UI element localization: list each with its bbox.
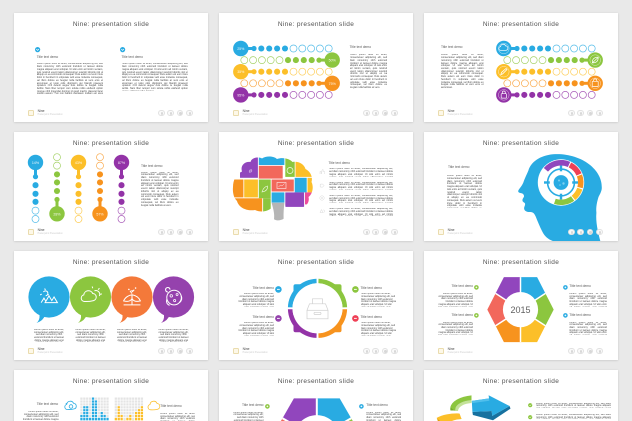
svg-text:28%: 28%: [53, 212, 61, 216]
svg-text:#: #: [249, 169, 253, 175]
svg-text:75%: 75%: [329, 82, 337, 86]
svg-text:87%: 87%: [118, 161, 126, 165]
svg-text:35%: 35%: [237, 70, 245, 74]
svg-text:95%: 95%: [237, 93, 245, 97]
svg-text:25%: 25%: [237, 47, 245, 51]
svg-text:50%: 50%: [329, 59, 337, 63]
svg-text:43%: 43%: [75, 161, 83, 165]
svg-text:14%: 14%: [32, 161, 40, 165]
svg-text:57%: 57%: [96, 212, 104, 216]
svg-text:2015: 2015: [510, 305, 530, 315]
